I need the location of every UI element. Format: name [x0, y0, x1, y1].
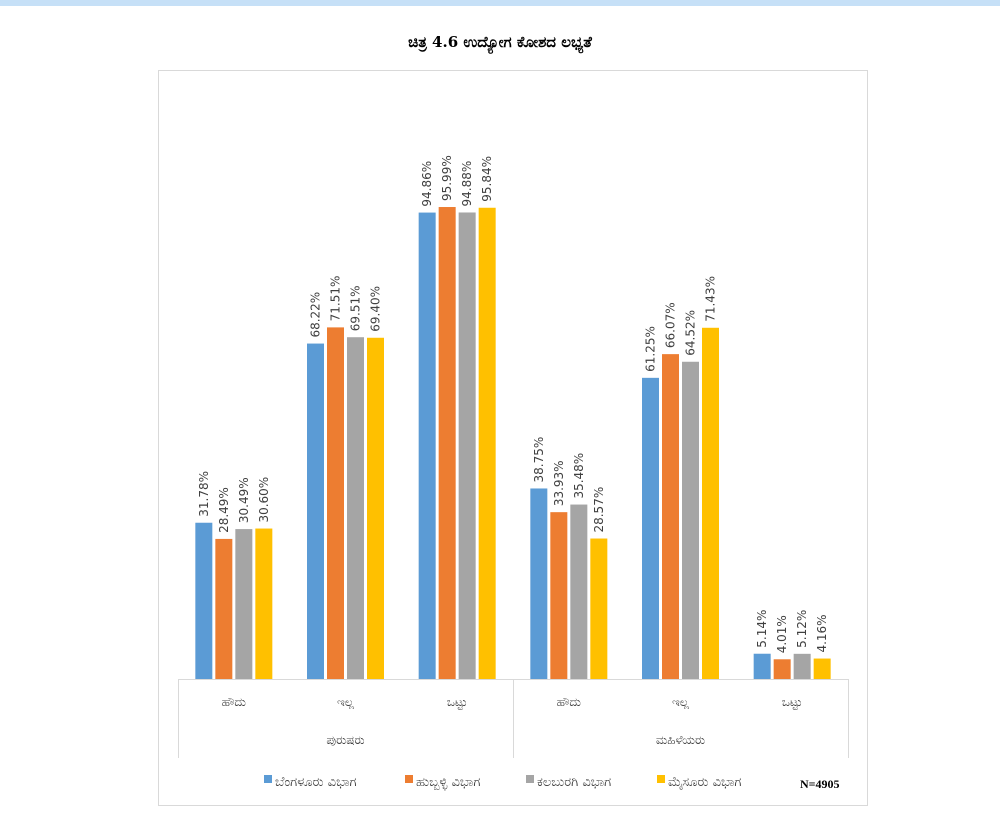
bar: [255, 528, 273, 679]
bar: [813, 658, 831, 679]
x-tick-label: ಒಟ್ಟು: [782, 695, 803, 709]
bar: [307, 343, 324, 679]
bar: [682, 361, 699, 679]
bar: [753, 653, 771, 679]
bar: [530, 488, 548, 679]
legend-swatch: [264, 775, 272, 783]
bar: [478, 207, 496, 680]
bar: [347, 337, 364, 679]
bar: [702, 327, 719, 679]
legend-label: ಮೈಸೂರು ವಿಭಾಗ: [668, 775, 741, 790]
bar: [773, 659, 791, 679]
data-label: 5.12%: [795, 610, 809, 648]
bar: [793, 653, 811, 679]
bar: [195, 522, 213, 679]
legend-label: ಬೆಂಗಳೂರು ವಿಭಾಗ: [275, 775, 357, 790]
data-label: 30.49%: [237, 477, 251, 523]
group-label: ಮಹಿಳೆಯರು: [656, 733, 705, 747]
data-label: 28.57%: [592, 487, 606, 533]
data-label: 4.16%: [815, 614, 829, 652]
data-label: 94.86%: [420, 161, 434, 207]
data-label: 71.43%: [704, 276, 718, 322]
bar: [327, 327, 344, 679]
legend-label: ಕಲಬುರಗಿ ವಿಭಾಗ: [537, 775, 611, 790]
legend-swatch: [405, 775, 413, 783]
bar: [418, 212, 436, 680]
bar: [642, 377, 659, 679]
data-label: 30.60%: [257, 477, 271, 523]
data-label: 94.88%: [460, 161, 474, 207]
x-tick-label: ಒಟ್ಟು: [447, 695, 468, 709]
data-label: 38.75%: [532, 437, 546, 483]
data-label: 4.01%: [775, 615, 789, 653]
data-label: 68.22%: [309, 292, 323, 338]
bar: [367, 337, 384, 679]
legend-label: ಹುಬ್ಬಳ್ಳಿ ವಿಭಾಗ: [416, 775, 480, 790]
bar: [662, 354, 679, 679]
group-label: ಪುರುಷರು: [326, 733, 364, 747]
chart-title: ಚಿತ್ರ 4.6 ಉದ್ಯೋಗ ಕೋಶದ ಲಭ್ಯತೆ: [408, 33, 592, 51]
bar: [235, 529, 253, 679]
data-label: 33.93%: [552, 460, 566, 506]
bar: [215, 538, 233, 679]
data-label: 95.99%: [440, 155, 454, 201]
data-label: 71.51%: [329, 276, 343, 322]
data-label: 66.07%: [664, 302, 678, 348]
top-band: [0, 0, 1000, 6]
bar: [438, 207, 456, 680]
x-tick-label: ಇಲ್ಲ: [337, 695, 355, 710]
data-label: 61.25%: [644, 326, 658, 372]
sample-size-note: N=4905: [800, 777, 840, 791]
x-tick-label: ಹೌದು: [222, 695, 247, 709]
data-label: 28.49%: [217, 487, 231, 533]
bar: [590, 538, 608, 679]
legend-swatch: [657, 775, 665, 783]
data-label: 5.14%: [755, 610, 769, 648]
data-label: 31.78%: [197, 471, 211, 517]
bar: [550, 512, 568, 679]
bar: [458, 212, 476, 679]
x-tick-label: ಹೌದು: [557, 695, 582, 709]
data-label: 95.84%: [480, 156, 494, 202]
legend-swatch: [526, 775, 534, 783]
x-tick-label: ಇಲ್ಲ: [672, 695, 690, 710]
data-label: 35.48%: [572, 453, 586, 499]
data-label: 69.40%: [369, 286, 383, 332]
data-label: 64.52%: [684, 310, 698, 356]
data-label: 69.51%: [349, 285, 363, 331]
bar: [570, 504, 588, 679]
